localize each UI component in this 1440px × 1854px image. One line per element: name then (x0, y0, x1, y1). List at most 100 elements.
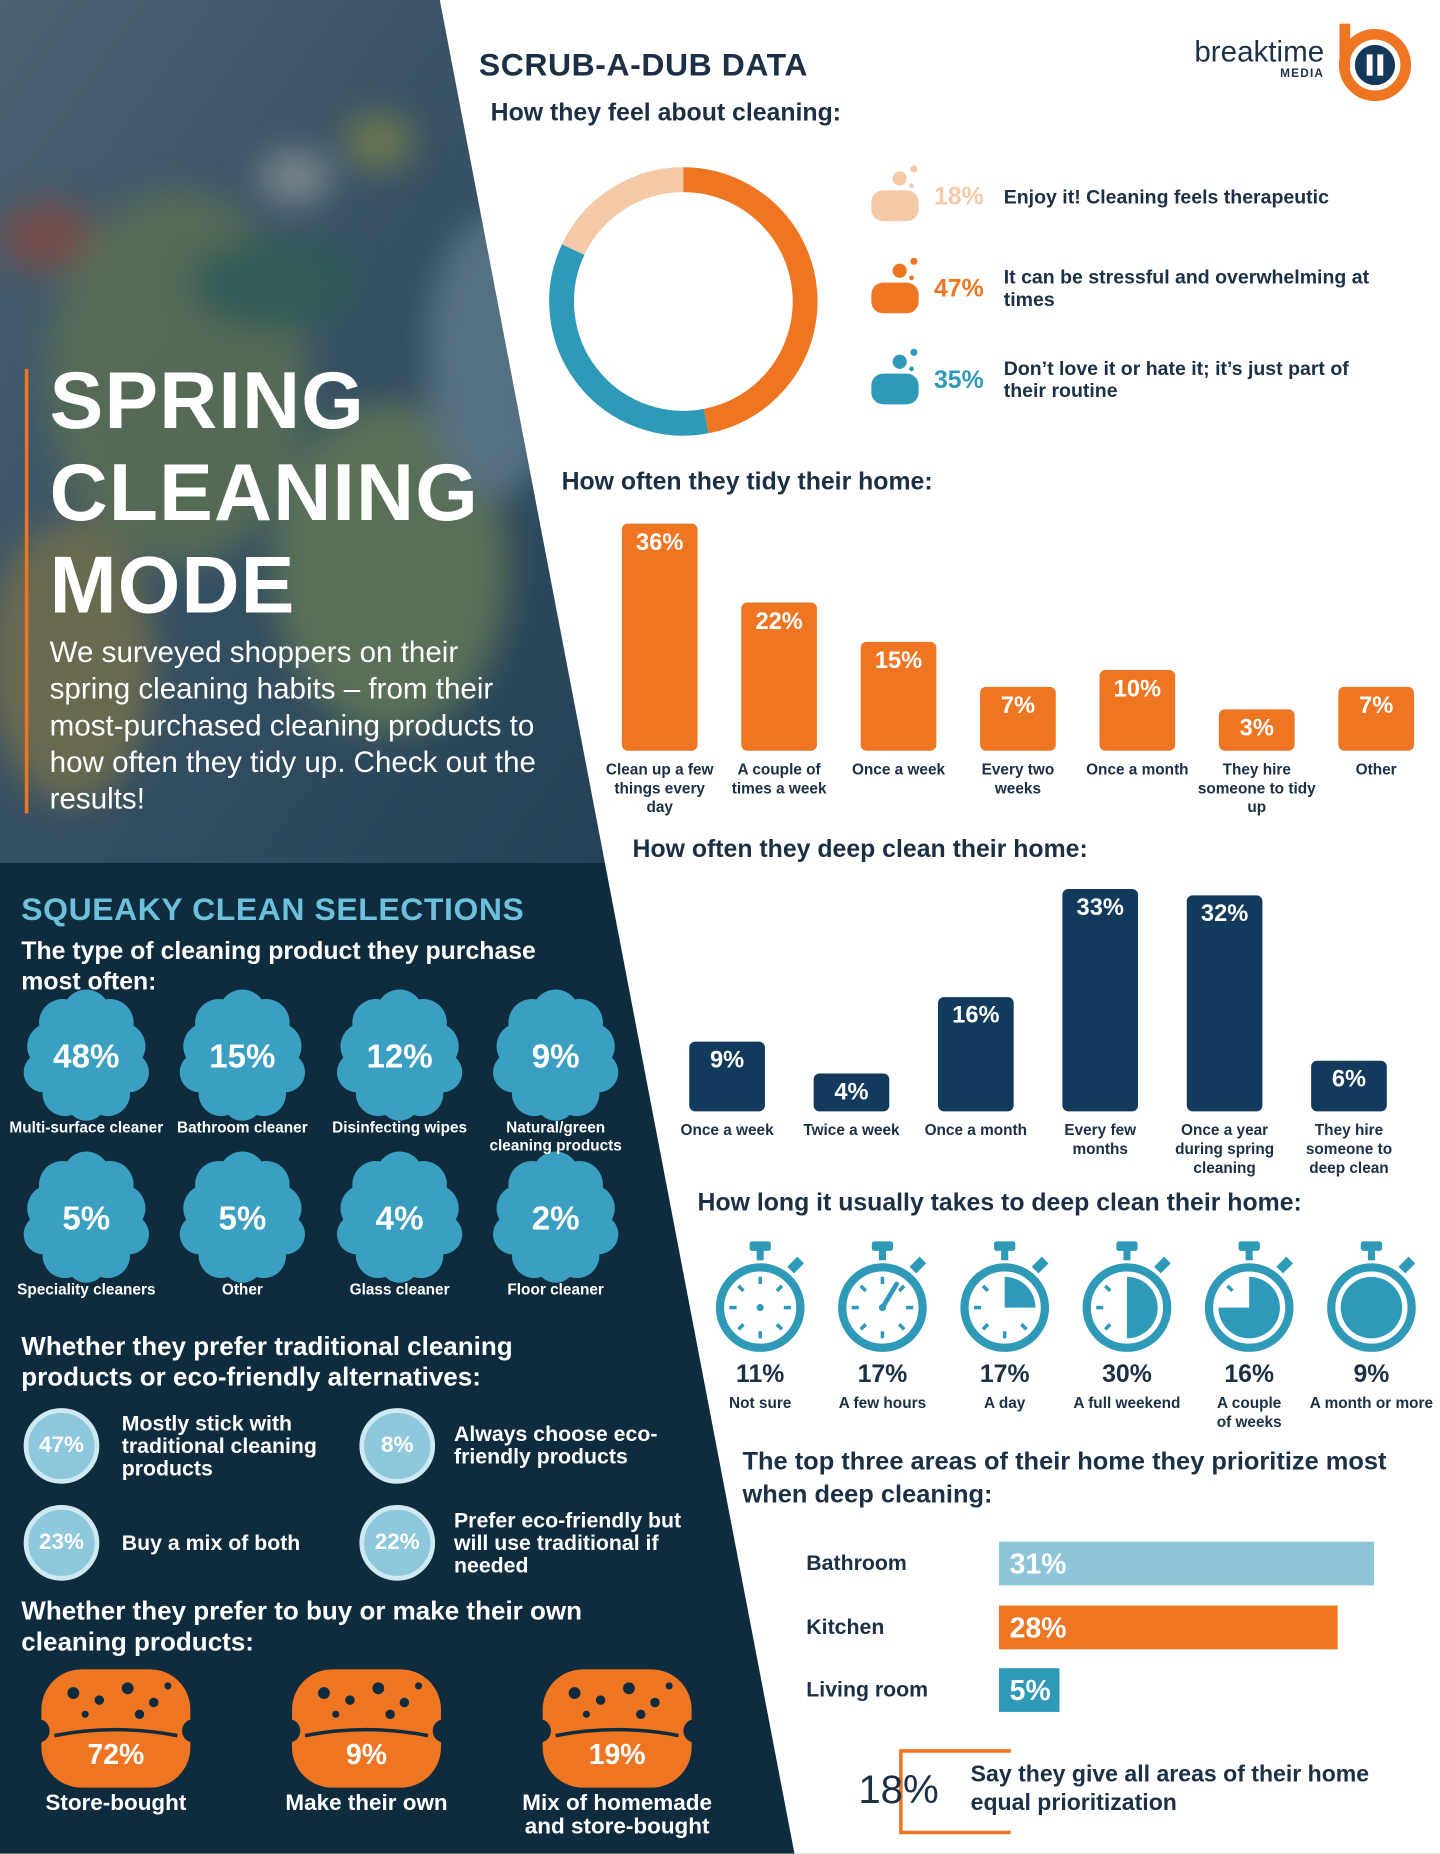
stopwatch-tick (897, 1323, 906, 1331)
stopwatch-tick (859, 1323, 867, 1331)
cloud-lobe (66, 1080, 107, 1121)
cloud-label: Natural/green cleaning products (489, 1118, 622, 1154)
bar-label: They hire someone to deep clean (1305, 1120, 1393, 1177)
stopwatch-stem (1245, 1248, 1253, 1261)
bar-value: 15% (874, 647, 923, 674)
duration-label: Not sure (729, 1393, 792, 1412)
bar-label: Other (1355, 760, 1397, 778)
stopwatch-center (878, 1304, 886, 1312)
sponge-hole (67, 1687, 80, 1699)
hbar (999, 1605, 1338, 1650)
bar-value: 16% (952, 1003, 1000, 1030)
legend-icon (871, 257, 919, 314)
cloud-value: 9% (531, 1038, 580, 1075)
bar-label: Once a week (680, 1120, 774, 1139)
stopwatch-icon (1082, 1241, 1172, 1352)
stopwatch-tick (737, 1323, 745, 1331)
logo-sub: MEDIA (1280, 67, 1325, 81)
stopwatch-stem (756, 1248, 764, 1261)
cloud-label: Other (221, 1280, 263, 1299)
cloud-value: 4% (375, 1200, 424, 1237)
hbar-label: Living room (806, 1677, 929, 1702)
stopwatch-icon (838, 1241, 927, 1352)
sponge-hole (81, 1710, 89, 1718)
stopwatch-knob (994, 1241, 1016, 1251)
cloud-icon (336, 1151, 463, 1283)
legend-label: Enjoy it! Cleaning feels therapeutic (1003, 186, 1329, 208)
stopwatch-tick (775, 1323, 784, 1331)
sponge-hole (414, 1682, 423, 1690)
hbar-value: 5% (1009, 1675, 1051, 1708)
make-label: Store-bought (45, 1791, 187, 1816)
stopwatch-button (1398, 1256, 1416, 1274)
cloud-lobe (222, 1242, 263, 1283)
sponge-hole (595, 1695, 606, 1705)
bar-value: 6% (1331, 1066, 1367, 1093)
cloud-lobe (535, 1080, 576, 1121)
cloud-label: Floor cleaner (507, 1280, 604, 1299)
stopwatch-tick (981, 1323, 990, 1331)
cloud-label: Speciality cleaners (17, 1280, 156, 1299)
equal-value: 18% (858, 1767, 939, 1813)
icon-bubble (910, 348, 918, 356)
stopwatch-fill (1004, 1276, 1036, 1308)
subheading: The type of cleaning product they purcha… (21, 937, 536, 996)
icon-bubble (909, 275, 914, 281)
eco-label: Mostly stick with traditional cleaning p… (121, 1411, 317, 1480)
sponge-pinch (432, 1719, 457, 1743)
duration-label: A day (984, 1393, 1026, 1412)
bar-value: 36% (636, 529, 684, 556)
sponge-hole (665, 1682, 673, 1690)
make-label: Make their own (285, 1791, 448, 1816)
stopwatch-button (909, 1256, 927, 1274)
icon-body (871, 190, 919, 222)
duration-value: 11% (736, 1360, 785, 1388)
eco-badge (23, 1408, 100, 1484)
eco-value: 8% (381, 1432, 414, 1458)
bar-value: 3% (1239, 715, 1274, 742)
duration-heading: How long it usually takes to deep clean … (697, 1189, 1302, 1217)
cloud-value: 2% (531, 1200, 580, 1237)
bar (860, 641, 937, 751)
sponge-seam (304, 1727, 429, 1738)
duration-value: 17% (979, 1360, 1030, 1388)
cloud-lobe (375, 1151, 424, 1199)
cloud-value: 5% (218, 1200, 267, 1237)
stopwatch-knob (749, 1241, 771, 1251)
stopwatch-tick (1103, 1284, 1112, 1293)
make-label: Mix of homemade and store-bought (522, 1791, 713, 1840)
bar (1099, 669, 1176, 751)
cloud-lobe (532, 1151, 580, 1199)
bar-label: Once a month (924, 1120, 1028, 1139)
bar-value: 4% (834, 1079, 869, 1106)
eco-label: Buy a mix of both (121, 1530, 301, 1555)
intro: We surveyed shoppers on their spring cle… (49, 636, 537, 816)
icon-bubble (910, 165, 918, 173)
stopwatch-tick (1226, 1284, 1234, 1293)
sponge-hole (332, 1710, 340, 1718)
bar-value: 9% (710, 1047, 745, 1074)
legend-icon (871, 348, 919, 405)
sponge-seam (555, 1727, 679, 1738)
sponge-icon (276, 1669, 457, 1788)
chart-title: How often they tidy their home: (561, 468, 933, 496)
icon-bubble (892, 263, 907, 278)
stopwatch-knob (1238, 1241, 1260, 1251)
stopwatch-tick (1020, 1323, 1028, 1331)
cloud-icon (493, 1151, 619, 1283)
stopwatch-tick (897, 1284, 906, 1293)
eco-value: 23% (38, 1529, 84, 1555)
sponge-pinch (276, 1719, 301, 1743)
duration-value: 16% (1224, 1360, 1275, 1388)
cloud-label: Bathroom cleaner (177, 1118, 308, 1137)
white-panel (439, 0, 1440, 1854)
bar-label: Twice a week (803, 1120, 900, 1139)
cloud-lobe (66, 1242, 107, 1283)
stopwatch-tick (737, 1284, 745, 1293)
bar-label: Once a month (1086, 760, 1189, 778)
cloud-lobe (532, 989, 580, 1037)
cloud-icon (23, 989, 149, 1121)
sponge-pinch (683, 1719, 707, 1743)
duration-value: 30% (1102, 1360, 1152, 1388)
